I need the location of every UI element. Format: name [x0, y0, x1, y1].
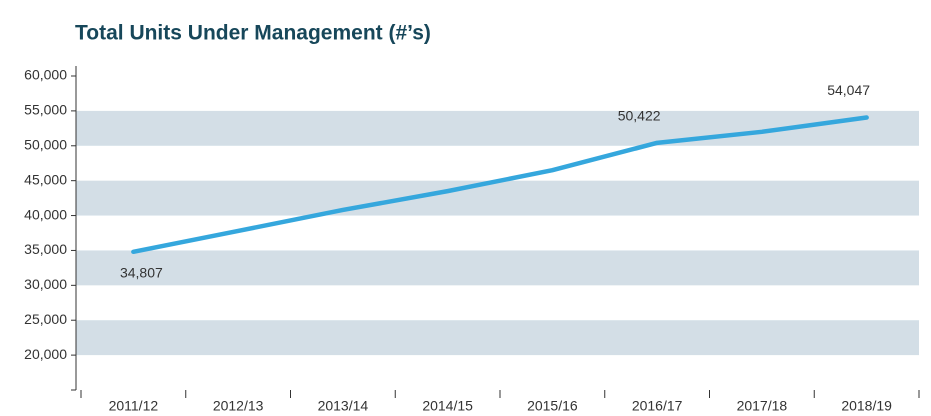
- grid-band: [76, 180, 919, 216]
- y-tick-label: 20,000: [24, 346, 67, 362]
- data-label: 34,807: [120, 264, 163, 280]
- y-tick-label: 25,000: [24, 311, 67, 327]
- x-tick-label: 2012/13: [213, 398, 264, 414]
- grid-band: [76, 250, 919, 286]
- y-tick-label: 60,000: [24, 67, 67, 83]
- y-tick-label: 35,000: [24, 241, 67, 257]
- line: [131, 115, 869, 255]
- data-label: 50,422: [618, 108, 661, 124]
- x-tick-label: 2014/15: [422, 398, 473, 414]
- x-tick-label: 2018/19: [841, 398, 892, 414]
- x-tick-label: 2011/12: [109, 398, 159, 414]
- data-label: 54,047: [827, 82, 870, 98]
- chart-title: Total Units Under Management (#’s): [75, 22, 431, 45]
- y-tick-label: 30,000: [24, 276, 67, 292]
- x-tick-label: 2016/17: [632, 398, 683, 414]
- y-tick-label: 55,000: [24, 102, 67, 118]
- y-tick-label: 40,000: [24, 206, 67, 222]
- grid-band: [76, 320, 919, 356]
- x-tick-label: 2015/16: [527, 398, 578, 414]
- y-tick-label: 50,000: [24, 136, 67, 152]
- x-tick-label: 2017/18: [737, 398, 788, 414]
- y-tick-label: 45,000: [24, 171, 67, 187]
- x-tick-label: 2013/14: [318, 398, 369, 414]
